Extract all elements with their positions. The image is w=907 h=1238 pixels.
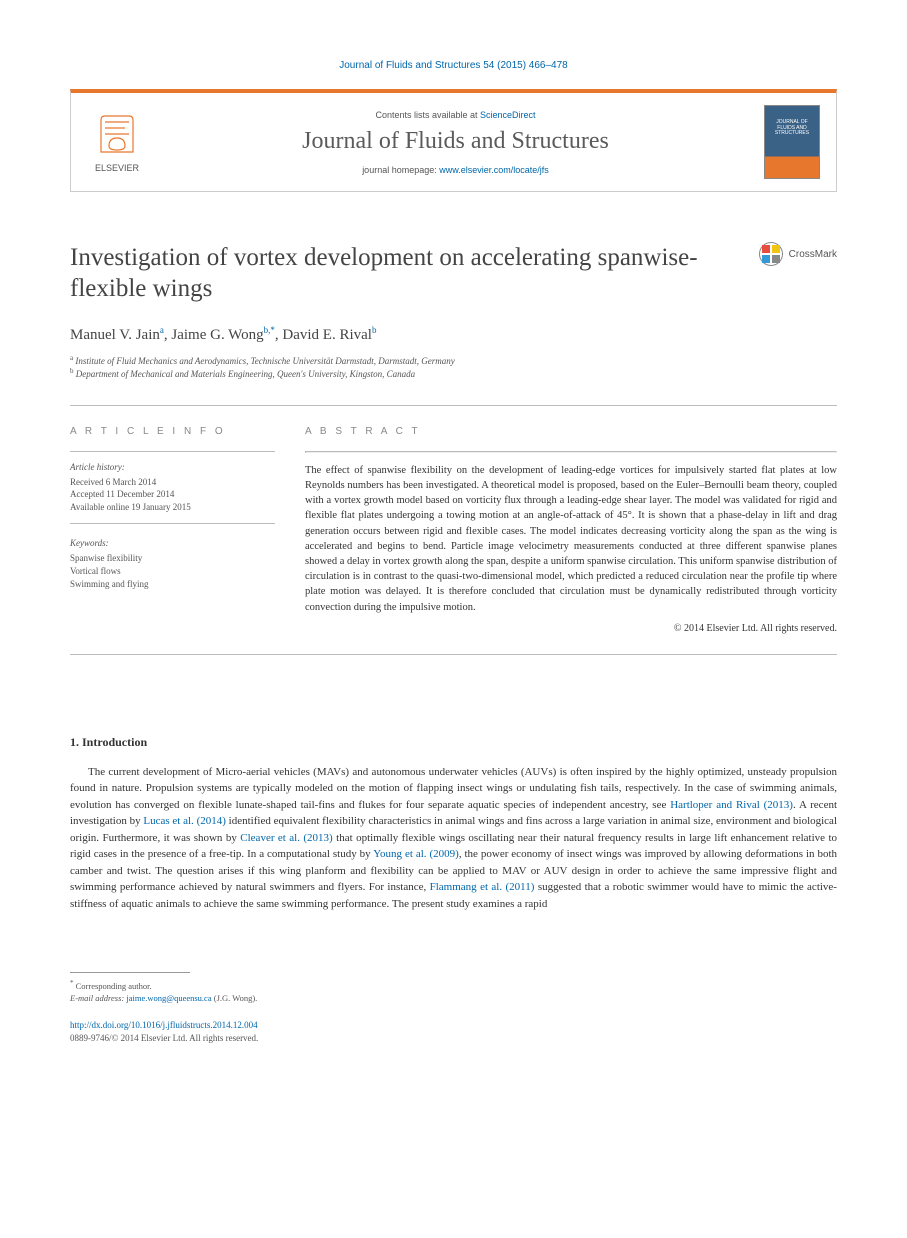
journal-header-box: ELSEVIER Contents lists available at Sci… (70, 89, 837, 192)
article-info-label: A R T I C L E I N F O (70, 426, 275, 437)
author-1-aff: a (160, 325, 164, 335)
author-1: Manuel V. Jain (70, 327, 160, 343)
divider (70, 654, 837, 655)
email-label: E-mail address: (70, 993, 126, 1003)
corresponding-star-icon: ,* (268, 325, 275, 335)
received-date: Received 6 March 2014 (70, 476, 275, 489)
homepage-prefix: journal homepage: (362, 165, 439, 175)
keyword-2: Vortical flows (70, 565, 275, 578)
divider (70, 405, 837, 406)
accepted-date: Accepted 11 December 2014 (70, 488, 275, 501)
divider (70, 451, 275, 452)
crossmark-icon (759, 242, 783, 266)
author-2: Jaime G. Wong (171, 327, 263, 343)
citation-cleaver[interactable]: Cleaver et al. (2013) (240, 832, 332, 844)
author-3-aff: b (372, 325, 377, 335)
journal-reference: Journal of Fluids and Structures 54 (201… (70, 60, 837, 71)
cover-thumb-title: JOURNAL OF FLUIDS AND STRUCTURES (769, 120, 815, 137)
crossmark-badge[interactable]: CrossMark (759, 242, 837, 266)
journal-cover-thumbnail: JOURNAL OF FLUIDS AND STRUCTURES (764, 105, 820, 179)
keyword-3: Swimming and flying (70, 578, 275, 591)
affiliation-b: Department of Mechanical and Materials E… (76, 369, 415, 379)
email-footnote: E-mail address: jaime.wong@queensu.ca (J… (70, 993, 837, 1005)
corresponding-footnote: * Corresponding author. (70, 979, 837, 993)
affiliations: a Institute of Fluid Mechanics and Aerod… (70, 354, 837, 381)
email-suffix: (J.G. Wong). (212, 993, 258, 1003)
journal-name: Journal of Fluids and Structures (147, 128, 764, 155)
affiliation-a: Institute of Fluid Mechanics and Aerodyn… (75, 356, 454, 366)
intro-paragraph: The current development of Micro-aerial … (70, 764, 837, 913)
citation-flammang[interactable]: Flammang et al. (2011) (430, 881, 535, 893)
divider (70, 523, 275, 524)
corresponding-label: Corresponding author. (76, 981, 152, 991)
contents-available-line: Contents lists available at ScienceDirec… (147, 110, 764, 120)
homepage-line: journal homepage: www.elsevier.com/locat… (147, 165, 764, 175)
section-1-heading: 1. Introduction (70, 735, 837, 750)
doi-link[interactable]: http://dx.doi.org/10.1016/j.jfluidstruct… (70, 1020, 258, 1030)
publisher-name: ELSEVIER (87, 163, 147, 173)
elsevier-logo: ELSEVIER (87, 112, 147, 173)
keyword-1: Spanwise flexibility (70, 552, 275, 565)
footer-block: http://dx.doi.org/10.1016/j.jfluidstruct… (70, 1019, 837, 1044)
keywords-label: Keywords: (70, 538, 275, 548)
issn-copyright: 0889-9746/© 2014 Elsevier Ltd. All right… (70, 1032, 837, 1045)
article-title: Investigation of vortex development on a… (70, 242, 759, 305)
footnote-rule (70, 972, 190, 973)
abstract-label: A B S T R A C T (305, 426, 837, 437)
crossmark-label: CrossMark (789, 249, 837, 260)
divider (305, 451, 837, 453)
abstract-copyright: © 2014 Elsevier Ltd. All rights reserved… (305, 623, 837, 634)
sciencedirect-link[interactable]: ScienceDirect (480, 110, 536, 120)
citation-lucas[interactable]: Lucas et al. (2014) (143, 815, 226, 827)
homepage-link[interactable]: www.elsevier.com/locate/jfs (439, 165, 549, 175)
citation-hartloper[interactable]: Hartloper and Rival (2013) (670, 799, 793, 811)
abstract-text: The effect of spanwise flexibility on th… (305, 463, 837, 615)
contents-prefix: Contents lists available at (375, 110, 480, 120)
author-3: David E. Rival (282, 327, 372, 343)
history-label: Article history: (70, 462, 275, 472)
email-link[interactable]: jaime.wong@queensu.ca (126, 993, 211, 1003)
online-date: Available online 19 January 2015 (70, 501, 275, 514)
article-info-column: A R T I C L E I N F O Article history: R… (70, 426, 275, 634)
citation-young[interactable]: Young et al. (2009) (373, 848, 459, 860)
authors-line: Manuel V. Jaina, Jaime G. Wongb,*, David… (70, 325, 837, 344)
abstract-column: A B S T R A C T The effect of spanwise f… (305, 426, 837, 634)
